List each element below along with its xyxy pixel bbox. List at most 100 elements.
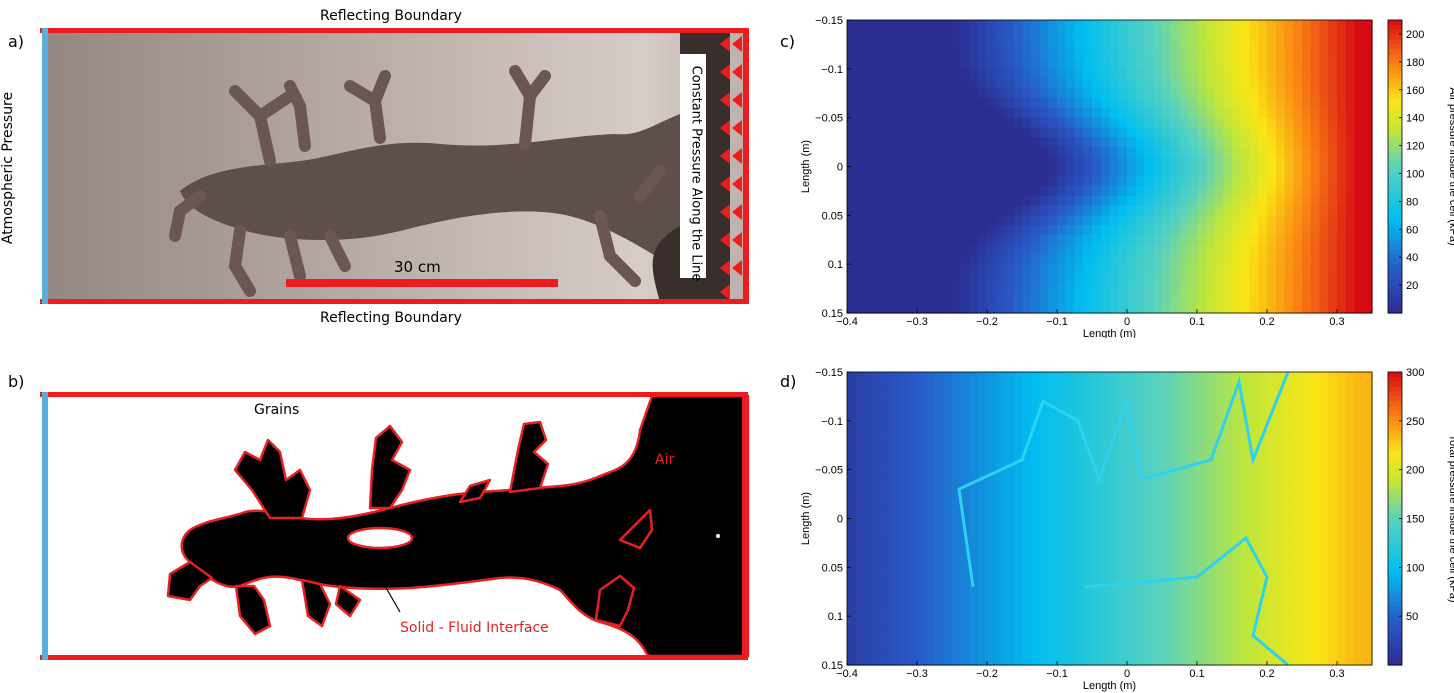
x-tick-label: 0.2 — [1259, 668, 1274, 680]
heatmap-cell — [1275, 20, 1286, 31]
heatmap-cell — [855, 625, 866, 637]
heatmap-cell — [1109, 606, 1119, 617]
heatmap-cell — [1118, 528, 1128, 539]
heatmap-cell — [952, 508, 962, 520]
top-reflecting-boundary-b — [40, 392, 748, 397]
heatmap-cell — [1319, 596, 1329, 607]
heatmap-cell — [1022, 68, 1032, 80]
heatmap-cell — [1249, 479, 1259, 490]
heatmap-cell — [855, 381, 866, 393]
heatmap-cell — [855, 508, 866, 520]
heatmap-cell — [899, 303, 909, 314]
heatmap-cell — [952, 625, 962, 637]
heatmap-cell — [969, 215, 979, 226]
heatmap-cell — [1232, 176, 1242, 187]
heatmap-cell — [917, 538, 927, 549]
heatmap-cell — [1179, 498, 1189, 510]
heatmap-cell — [1039, 283, 1049, 295]
heatmap-cell — [890, 381, 901, 393]
heatmap-cell — [1328, 391, 1338, 402]
colorbar-tick-label: 180 — [1406, 57, 1424, 69]
heatmap-cell — [987, 528, 997, 539]
heatmap-cell — [1258, 88, 1268, 99]
heatmap-cell — [890, 391, 901, 402]
heatmap-cell — [890, 88, 901, 99]
colorbar-segment — [1388, 557, 1402, 564]
heatmap-cell — [1319, 68, 1329, 80]
heatmap-cell — [1240, 577, 1251, 588]
heatmap-cell — [864, 538, 874, 549]
heatmap-cell — [1004, 538, 1014, 549]
heatmap-cell — [1205, 254, 1216, 265]
heatmap-cell — [1109, 127, 1119, 138]
heatmap-cell — [1188, 381, 1198, 393]
heatmap-cell — [890, 498, 901, 510]
heatmap-cell — [1258, 625, 1268, 637]
heatmap-cell — [1144, 68, 1154, 80]
heatmap-cell — [864, 283, 874, 295]
heatmap-cell — [1144, 498, 1154, 510]
heatmap-cell — [1284, 528, 1294, 539]
heatmap-cell — [943, 606, 953, 617]
heatmap-cell — [1188, 420, 1198, 432]
heatmap-cell — [1188, 411, 1198, 422]
heatmap-cell — [1065, 586, 1076, 598]
heatmap-cell — [952, 577, 962, 588]
heatmap-cell — [864, 635, 874, 647]
heatmap-cell — [969, 20, 979, 31]
heatmap-cell — [908, 567, 918, 578]
heatmap-cell — [1030, 88, 1041, 99]
heatmap-cell — [1057, 557, 1067, 568]
heatmap-cell — [1083, 655, 1093, 666]
heatmap-cell — [890, 127, 901, 138]
heatmap-cell — [1127, 489, 1137, 500]
heatmap-cell — [1328, 176, 1338, 187]
heatmap-cell — [1293, 440, 1303, 451]
heatmap-cell — [864, 29, 874, 41]
heatmap-cell — [899, 20, 909, 31]
heatmap-cell — [899, 577, 909, 588]
colorbar-segment — [1388, 376, 1402, 383]
heatmap-cell — [855, 78, 866, 89]
heatmap-cell — [978, 489, 988, 500]
heatmap-cell — [917, 176, 927, 187]
heatmap-cell — [987, 450, 997, 461]
colorbar — [1388, 20, 1402, 314]
heatmap-cell — [1328, 430, 1338, 441]
heatmap-cell — [1275, 557, 1286, 568]
heatmap-cell — [864, 273, 874, 285]
heatmap-cell — [873, 450, 883, 461]
heatmap-cell — [934, 176, 944, 187]
heatmap-cell — [1275, 234, 1286, 246]
heatmap-cell — [1223, 117, 1233, 129]
heatmap-cell — [1144, 215, 1154, 226]
heatmap-cell — [934, 49, 944, 60]
heatmap-cell — [1302, 117, 1312, 129]
heatmap-cell — [1249, 137, 1259, 148]
heatmap-cell — [1144, 59, 1154, 70]
heatmap-cell — [1013, 186, 1023, 197]
heatmap-cell — [1013, 401, 1023, 412]
heatmap-cell — [1345, 186, 1356, 197]
heatmap-cell — [1118, 195, 1128, 207]
colorbar-segment — [1388, 303, 1402, 309]
heatmap-cell — [1074, 645, 1084, 656]
colorbar-tick-label: 80 — [1406, 196, 1418, 208]
heatmap-cell — [1310, 411, 1321, 422]
heatmap-cell — [995, 205, 1006, 216]
heatmap-cell — [1162, 205, 1172, 216]
heatmap-cell — [1293, 606, 1303, 617]
heatmap-cell — [1013, 176, 1023, 187]
heatmap-cell — [1232, 430, 1242, 441]
heatmap-cell — [864, 528, 874, 539]
heatmap-cell — [1214, 469, 1224, 481]
heatmap-cell — [1004, 166, 1014, 177]
heatmap-cell — [917, 606, 927, 617]
heatmap-cell — [1232, 420, 1242, 432]
heatmap-cell — [1074, 616, 1084, 627]
heatmap-cell — [1205, 450, 1216, 461]
heatmap-cell — [1205, 420, 1216, 432]
heatmap-cell — [1319, 450, 1329, 461]
heatmap-cell — [1162, 166, 1172, 177]
heatmap-cell — [1214, 59, 1224, 70]
